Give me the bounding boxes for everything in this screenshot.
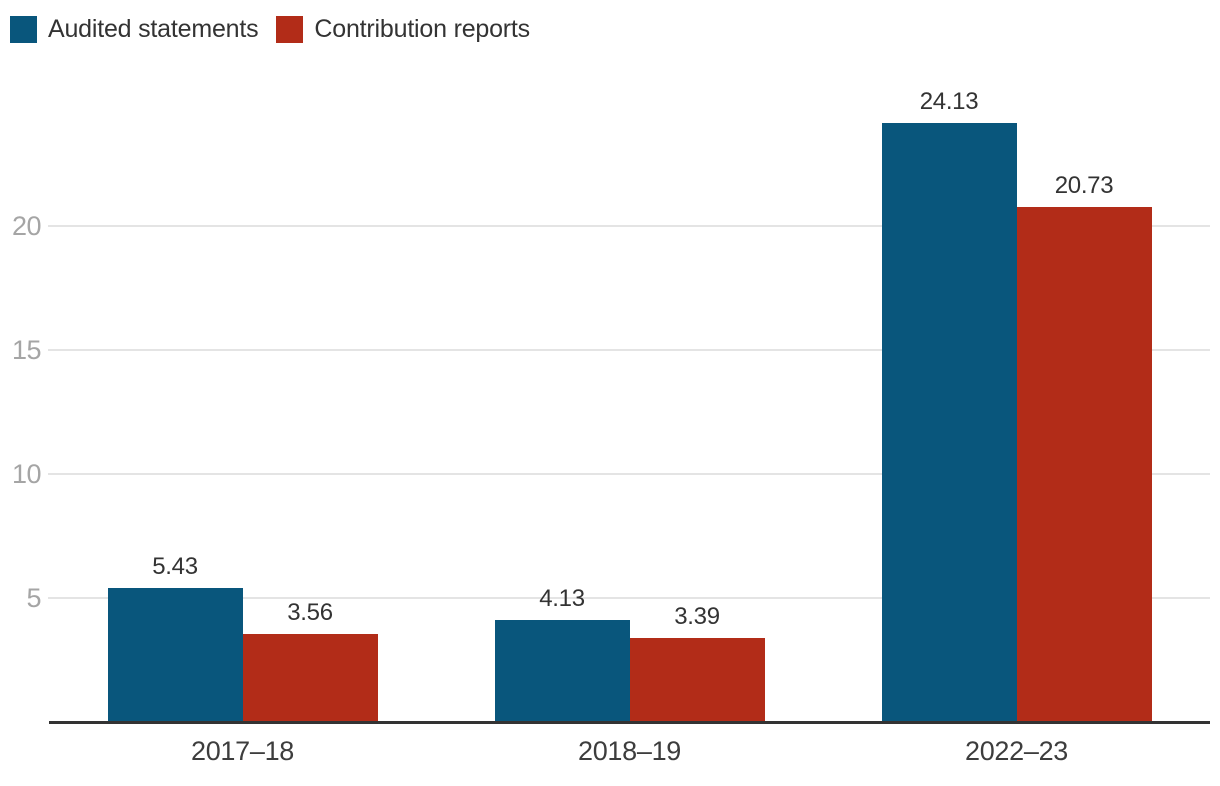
y-tick-label-5: 5 — [26, 583, 41, 614]
bar-audited-statements-2022-23 — [881, 122, 1017, 721]
bar-contribution-reports-2017-18 — [242, 634, 378, 721]
value-label: 24.13 — [919, 87, 979, 115]
gridline-20 — [48, 224, 1210, 227]
x-tick-label-2022-23: 2022–23 — [964, 736, 1068, 766]
value-label: 4.13 — [539, 584, 585, 612]
gridline-5 — [48, 597, 1210, 600]
gridline-10 — [48, 473, 1210, 475]
legend-swatch-blue — [10, 16, 37, 43]
x-tick-label-2017-18: 2017–18 — [190, 736, 294, 766]
value-label: 3.56 — [287, 599, 333, 627]
y-tick-label-10: 10 — [11, 459, 42, 489]
y-tick-label-15: 15 — [11, 334, 42, 365]
x-axis-line — [49, 721, 1210, 724]
legend-label: Contribution reports — [314, 15, 530, 43]
y-tick-label-20: 20 — [11, 210, 42, 241]
x-tick-label-2018-19: 2018–19 — [577, 736, 681, 766]
bar-contribution-reports-2022-23 — [1016, 207, 1152, 721]
legend: Audited statements Contribution reports — [10, 15, 530, 44]
bar-audited-statements-2017-18 — [107, 587, 243, 721]
legend-item-contribution-reports: Contribution reports — [276, 15, 530, 44]
value-label: 3.39 — [674, 603, 720, 631]
legend-item-audited-statements: Audited statements — [10, 15, 259, 44]
value-label: 5.43 — [152, 552, 198, 580]
legend-label: Audited statements — [48, 15, 259, 43]
gridline-15 — [48, 348, 1210, 351]
bar-contribution-reports-2018-19 — [629, 638, 765, 721]
bar-audited-statements-2018-19 — [494, 619, 630, 721]
legend-swatch-red — [276, 16, 304, 43]
value-label: 20.73 — [1054, 172, 1114, 200]
